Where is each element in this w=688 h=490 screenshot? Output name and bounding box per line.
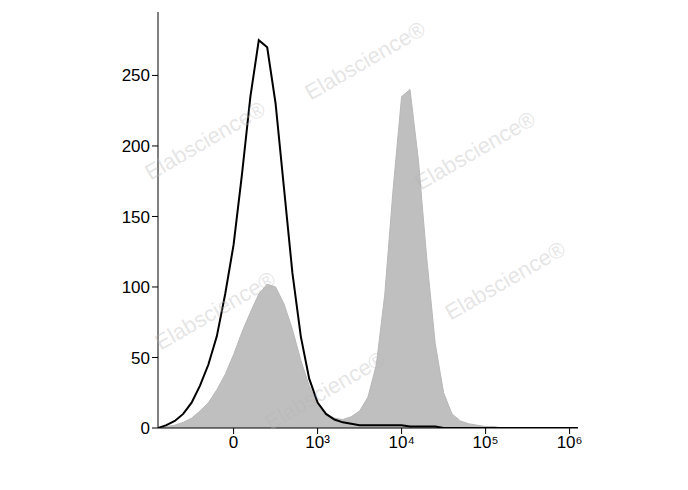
- svg-text:10⁴: 10⁴: [388, 433, 414, 452]
- svg-text:0: 0: [141, 419, 150, 438]
- svg-text:200: 200: [122, 137, 150, 156]
- svg-text:10³: 10³: [305, 433, 330, 452]
- svg-text:250: 250: [122, 66, 150, 85]
- svg-text:100: 100: [122, 278, 150, 297]
- svg-text:0: 0: [229, 433, 238, 452]
- svg-text:50: 50: [131, 349, 150, 368]
- svg-text:10⁵: 10⁵: [473, 433, 499, 452]
- svg-text:10⁶: 10⁶: [557, 433, 583, 452]
- svg-text:150: 150: [122, 208, 150, 227]
